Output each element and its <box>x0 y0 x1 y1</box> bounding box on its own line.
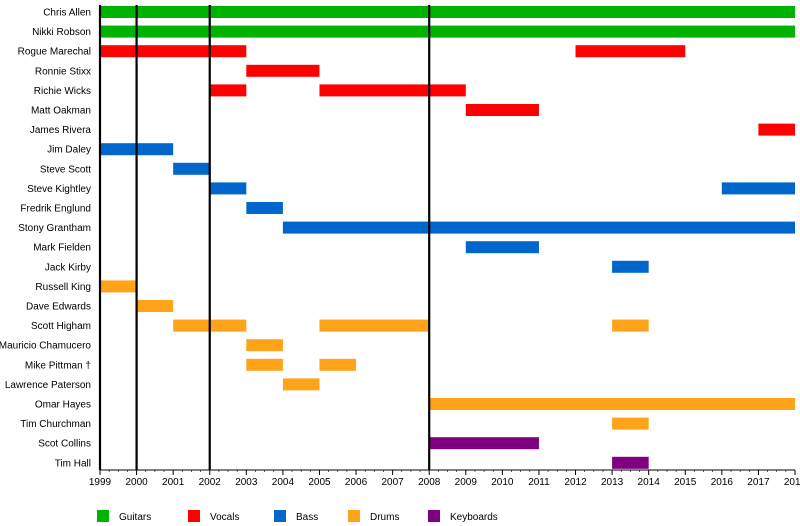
member-name-label: Steve Kightley <box>27 184 91 195</box>
x-tick-label: 2018 <box>784 477 800 488</box>
member-name-label: Fredrik Englund <box>20 204 91 215</box>
member-name-label: James Rivera <box>30 125 92 136</box>
member-bar <box>612 260 649 273</box>
legend: Guitars Vocals Bass Drums Keyboards <box>97 510 498 523</box>
x-tick-label: 2007 <box>382 477 405 488</box>
x-tick-label: 2014 <box>638 477 661 488</box>
member-name-label: Stony Grantham <box>18 223 91 234</box>
member-bar <box>612 456 649 469</box>
member-bar <box>136 300 174 312</box>
member-name-label: Russell King <box>35 282 91 293</box>
member-name-label: Rogue Marechal <box>18 47 91 58</box>
x-tick-label: 2000 <box>125 477 148 488</box>
x-tick-label: 2012 <box>564 477 587 488</box>
member-bar <box>319 319 430 332</box>
legend-swatch <box>274 510 286 522</box>
legend-swatch <box>97 510 109 522</box>
vertical-marker-lines <box>98 5 431 470</box>
legend-label: Guitars <box>119 512 151 523</box>
member-bar <box>100 25 795 38</box>
x-tick-label: 2015 <box>674 477 697 488</box>
member-bar <box>100 6 795 18</box>
member-bar <box>282 221 795 234</box>
legend-label: Drums <box>370 512 399 523</box>
x-tick-label: 2004 <box>272 477 295 488</box>
member-bar <box>209 84 247 97</box>
member-bar <box>575 45 686 58</box>
x-tick-label: 2013 <box>601 477 624 488</box>
member-bar <box>246 202 283 214</box>
x-tick-label: 2008 <box>418 477 441 488</box>
member-bar <box>319 84 466 97</box>
x-tick-label: 2017 <box>747 477 770 488</box>
x-tick-label: 1999 <box>89 477 112 488</box>
member-name-label: Scott Higham <box>31 321 91 332</box>
member-bar <box>246 339 283 352</box>
member-names: Chris Allen Nikki Robson Rogue Marechal Ron… <box>0 8 91 470</box>
legend-swatch <box>348 510 360 522</box>
member-name-label: Chris Allen <box>43 8 91 19</box>
member-bar <box>465 104 539 116</box>
legend-swatch <box>428 510 440 522</box>
member-bar <box>429 398 795 410</box>
member-bar <box>612 417 649 430</box>
member-bar <box>209 182 247 195</box>
x-tick-label: 2003 <box>235 477 258 488</box>
member-name-label: Mark Fielden <box>33 243 91 254</box>
legend-label: Bass <box>296 512 318 523</box>
member-name-label: Jack Kirby <box>45 262 91 273</box>
member-name-label: Jim Daley <box>47 145 91 156</box>
x-tick-label: 2016 <box>711 477 734 488</box>
member-name-label: Ronnie Stixx <box>35 66 91 77</box>
member-name-label: Mauricio Chamucero <box>0 341 91 352</box>
member-bar <box>282 378 320 391</box>
member-bar <box>246 64 320 77</box>
x-tick-label: 2006 <box>345 477 368 488</box>
member-name-label: Steve Scott <box>40 164 91 175</box>
x-tick-label: 2002 <box>199 477 222 488</box>
x-axis: 1999 2000 2001 2002 2003 2004 2005 2006 2007 2008… <box>89 469 800 488</box>
member-name-label: Nikki Robson <box>32 27 91 38</box>
member-bar <box>100 45 247 58</box>
member-bar <box>429 437 539 450</box>
x-tick-label: 2005 <box>308 477 331 488</box>
member-bar <box>612 319 649 332</box>
member-name-label: Tim Hall <box>55 458 91 469</box>
member-name-label: Omar Hayes <box>35 400 91 411</box>
legend-label: Keyboards <box>450 512 498 523</box>
member-bar <box>319 358 357 371</box>
x-tick-label: 2001 <box>162 477 185 488</box>
member-bar <box>465 241 539 254</box>
member-bars <box>100 6 795 469</box>
member-bar <box>721 182 795 195</box>
member-name-label: Richie Wicks <box>34 86 91 97</box>
member-name-label: Tim Churchman <box>20 419 91 430</box>
x-tick-label: 2009 <box>455 477 478 488</box>
member-name-label: Lawrence Paterson <box>5 380 91 391</box>
member-name-label: Mike Pittman † <box>25 360 91 371</box>
member-bar <box>173 162 210 175</box>
member-name-label: Scot Collins <box>38 439 91 450</box>
member-name-label: Dave Edwards <box>26 302 91 313</box>
x-tick-label: 2011 <box>528 477 550 488</box>
legend-swatch <box>188 510 200 522</box>
member-bar <box>246 358 283 371</box>
member-bar <box>100 280 137 293</box>
member-name-label: Matt Oakman <box>31 106 91 117</box>
member-bar <box>758 123 795 136</box>
x-tick-label: 2010 <box>491 477 514 488</box>
legend-label: Vocals <box>210 512 239 523</box>
